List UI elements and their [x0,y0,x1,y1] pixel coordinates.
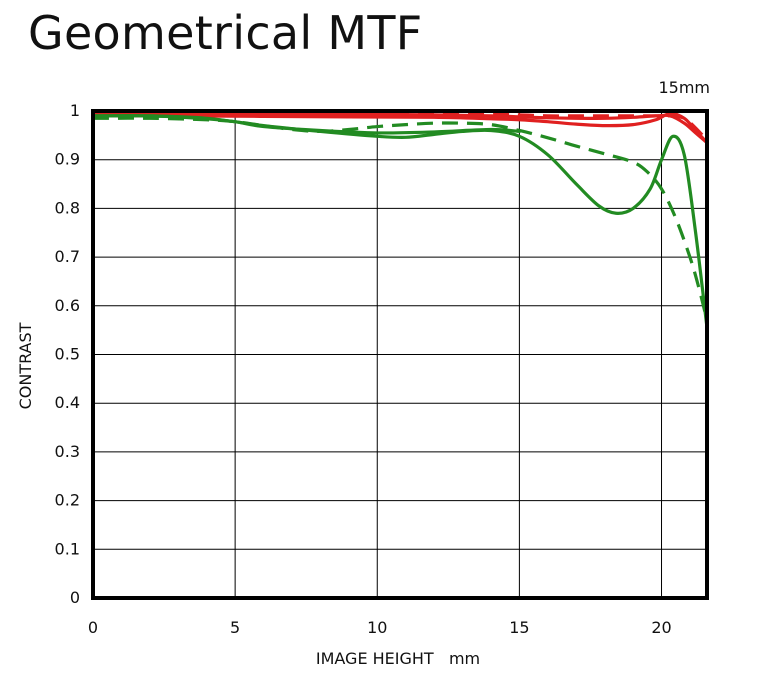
y-axis-label: CONTRAST [16,322,35,409]
mtf-curve-2 [91,111,709,145]
mtf-curve-1 [92,111,709,142]
x-tick-label-3: 15 [509,618,529,637]
mtf-curve-5 [91,114,521,135]
chart-title: Geometrical MTF [28,6,423,60]
y-tick-label-3: 0.3 [55,442,80,461]
y-tick-label-7: 0.7 [55,247,80,266]
plot-border [91,109,709,600]
y-tick-label-6: 0.6 [55,296,80,315]
y-tick-label-1: 0.1 [55,539,80,558]
focal-length-label: 15mm [658,78,710,97]
x-tick-label-4: 20 [651,618,671,637]
y-tick-label-10: 1 [70,101,80,120]
plot-frame [91,109,709,600]
chart-series [91,111,709,330]
mtf-curve-4 [92,116,709,321]
y-tick-label-5: 0.5 [55,345,80,364]
y-tick-label-4: 0.4 [55,393,80,412]
mtf-curve-3 [91,114,709,330]
y-tick-label-9: 0.9 [55,150,80,169]
y-tick-label-0: 0 [70,588,80,607]
x-tick-label-0: 0 [88,618,98,637]
x-axis-label: IMAGE HEIGHT mm [316,649,480,668]
tick-labels: 00.10.20.30.40.50.60.70.80.910 5 10 15 20 [55,101,672,637]
x-tick-label-2: 10 [367,618,387,637]
y-tick-label-2: 0.2 [55,491,80,510]
y-tick-label-8: 0.8 [55,198,80,217]
grid-lines [93,111,707,598]
x-tick-label-1: 5 [230,618,240,637]
